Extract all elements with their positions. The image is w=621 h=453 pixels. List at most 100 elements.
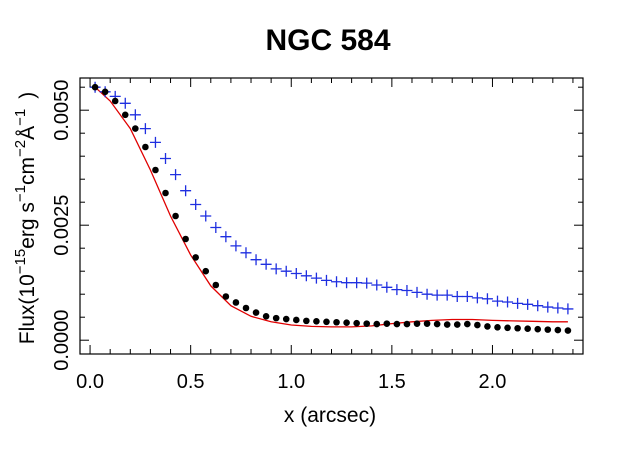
y-axis-label-exp4: −1 [12,109,29,126]
x-axis-label: x (arcsec) [284,404,376,427]
x-tick-label: 0.5 [177,371,205,393]
dot-point [313,318,320,325]
y-axis-label-exp2: −1 [12,185,29,202]
cross-point [351,277,363,289]
cross-point [139,123,151,135]
dot-point [121,111,129,119]
dot-point [353,319,360,327]
cross-point [210,222,222,233]
y-tick-label: 0.0050 [51,80,73,141]
dot-point [484,323,491,330]
dot-point [524,325,531,333]
dot-point [564,327,572,334]
cross-point [552,302,564,314]
dot-point [272,314,280,322]
y-axis-label-mid3: Å [16,126,39,140]
x-tick-label: 1.0 [277,371,305,393]
cross-point [260,258,272,270]
cross-point [190,199,202,210]
cross-point [461,291,473,302]
y-axis-label-end: ) [16,92,39,99]
y-axis-label: Flux(10−15erg s−1cm−2Å−1) [12,92,39,345]
dot-point [474,321,481,329]
cross-point [119,97,131,109]
cross-point [290,268,302,279]
dot-point [534,325,542,333]
dot-point [262,312,270,320]
cross-point [180,185,192,197]
cross-point [250,254,262,266]
dot-point [373,320,381,328]
cross-point [512,297,524,309]
dot-point [323,318,330,326]
cross-point [220,231,232,243]
dot-point [222,293,230,300]
dot-point [514,324,521,332]
cross-point [441,289,453,301]
y-axis-label-exp3: −2 [12,140,29,157]
dot-point [101,88,109,96]
dot-series [91,83,572,334]
x-tick-label: 1.5 [378,371,406,393]
cross-point [542,301,554,313]
dot-point [132,125,139,132]
cross-point [411,286,423,298]
cross-series [89,81,574,315]
cross-point [280,265,292,277]
chart-title: NGC 584 [265,24,390,57]
cross-point [270,263,282,275]
cross-point [149,136,161,148]
cross-point [129,109,141,121]
dot-point [212,281,220,289]
cross-point [381,281,393,293]
dot-point [464,320,471,328]
dot-point [383,320,391,327]
cross-point [361,277,373,289]
axes-layer: 0.0 0.5 1.0 1.5 2.0 0.0000 0.0025 0.0050 [51,77,584,393]
cross-point [431,289,443,301]
dot-point [403,320,411,328]
dot-point [413,320,421,327]
cross-point [471,292,483,304]
dot-point [433,320,441,328]
cross-point [401,285,413,297]
dot-point [363,320,371,327]
cross-point [341,277,353,289]
dot-point [333,318,340,326]
cross-point [200,210,212,222]
cross-point [522,298,534,310]
dot-point [292,316,300,324]
cross-point [391,284,403,296]
cross-point [502,296,514,308]
dot-point [303,317,310,325]
y-axis-label-mid2: cm [16,157,39,185]
x-tick-label: 2.0 [479,371,507,393]
y-tick-label: 0.0025 [51,195,73,256]
dot-point [111,97,119,105]
dot-point [91,83,99,91]
cross-point [170,169,182,181]
cross-point [481,293,493,305]
cross-point [371,279,383,291]
model-curve [94,86,568,328]
plot-frame [79,77,584,355]
y-axis-label-base: Flux(10 [16,274,39,344]
cross-point [310,272,322,284]
y-axis-label-exp1: −15 [12,249,29,274]
y-tick-label: 0.0000 [51,310,73,371]
dot-point [504,324,511,332]
cross-point [230,240,242,252]
dot-point [443,321,451,328]
dot-point [453,321,461,328]
series-layer [89,81,574,334]
dot-point [554,326,562,334]
dot-point [343,319,350,327]
dot-point [252,309,260,316]
cross-point [421,288,433,300]
y-axis-label-mid1: erg s [16,202,39,249]
dot-point [423,320,431,327]
cross-point [300,270,312,282]
cross-point [331,276,343,288]
dot-point [393,320,401,328]
